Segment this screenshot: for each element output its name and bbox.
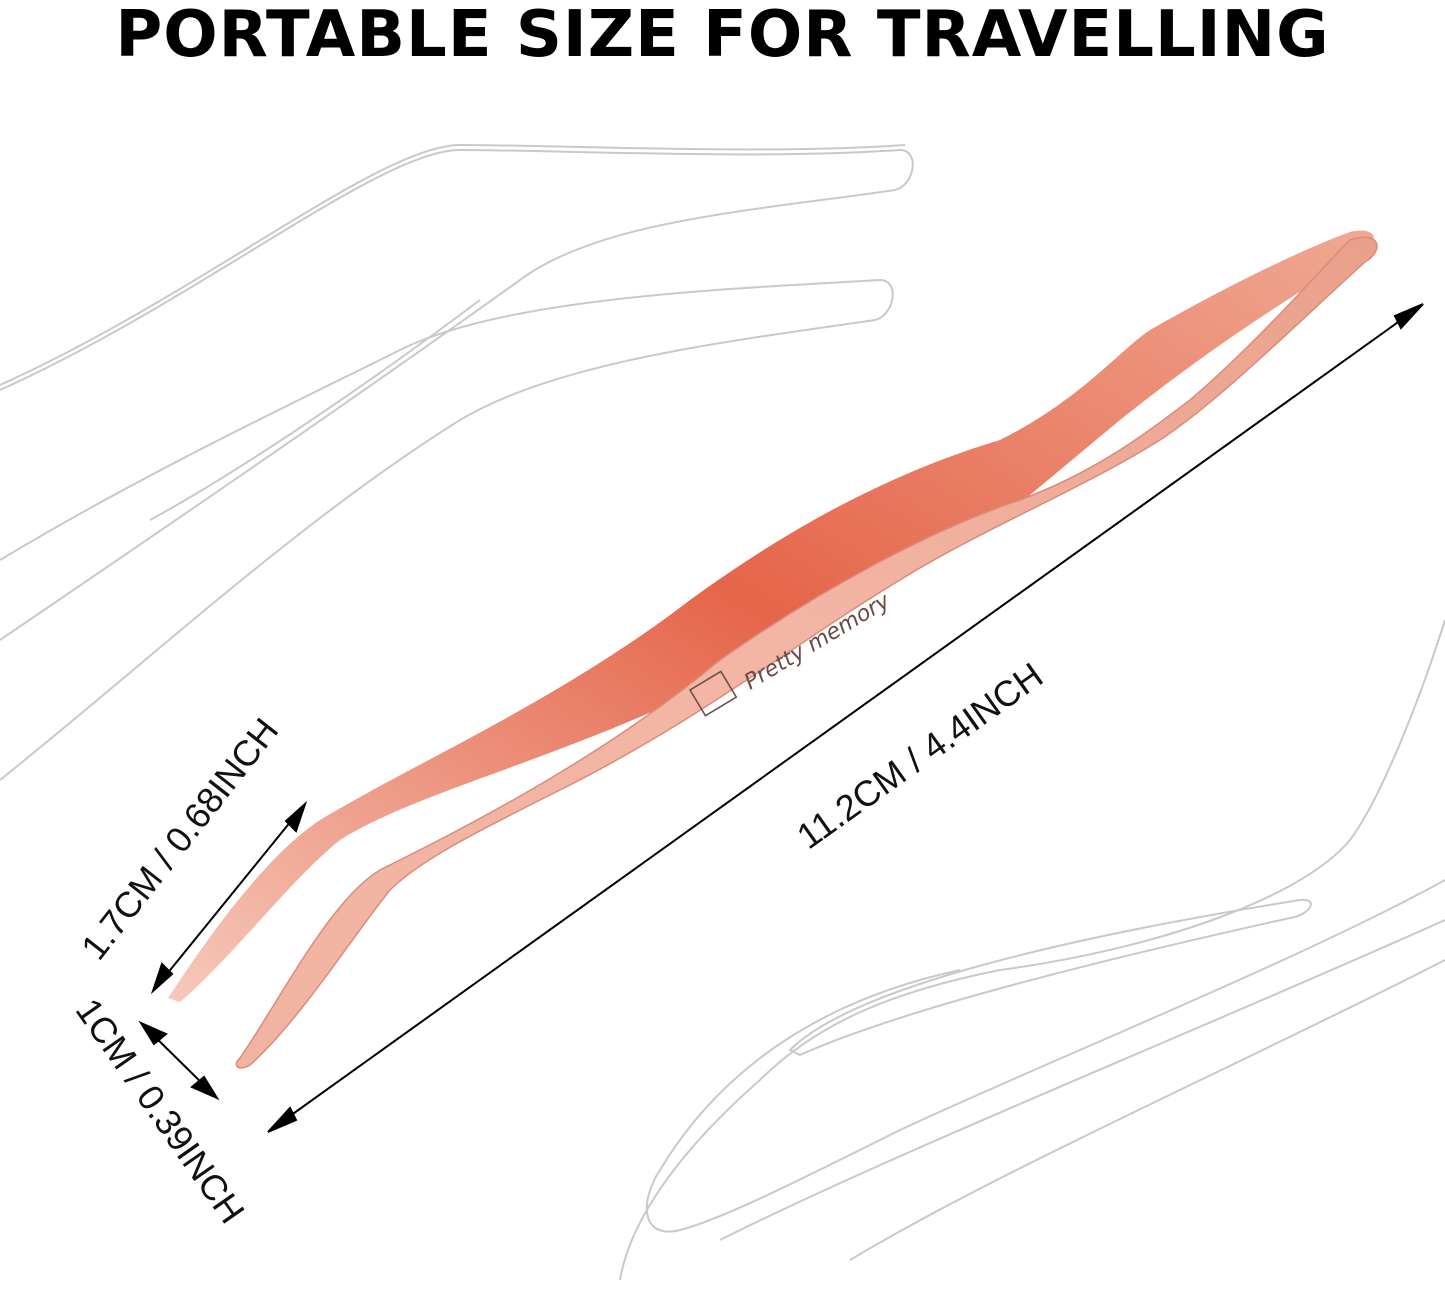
background-outline-sketches [0, 143, 1445, 1281]
page-title: PORTABLE SIZE FOR TRAVELLING [115, 0, 1330, 72]
tweezers: Pretty memory [168, 230, 1378, 1069]
dimension-arrows [138, 303, 1424, 1133]
tip-length-arrow [157, 809, 301, 986]
brand-logo-icon [688, 670, 738, 717]
length-arrow [275, 309, 1416, 1127]
